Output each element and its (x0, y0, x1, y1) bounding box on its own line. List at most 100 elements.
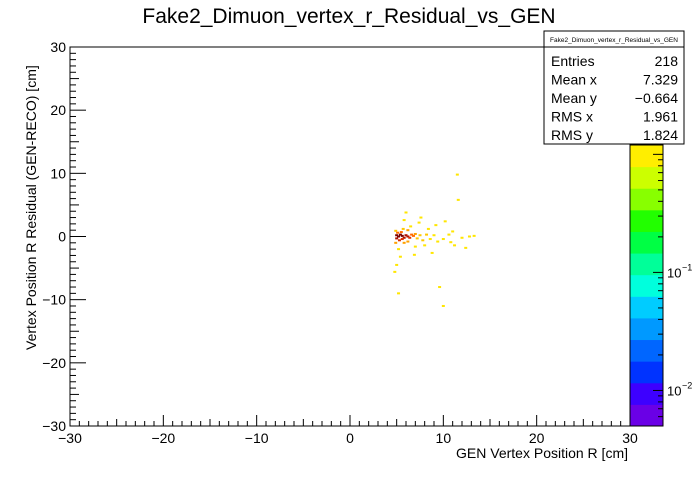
heatmap-cell (443, 220, 447, 223)
heatmap-cell (423, 244, 427, 247)
heatmap-cell (419, 216, 423, 219)
y-tick-label: 20 (50, 102, 66, 118)
colorbar-segment (630, 145, 663, 168)
y-tick-label: −10 (42, 292, 66, 308)
heatmap-cell (441, 238, 445, 241)
heatmap-cell (394, 241, 398, 244)
heatmap-cell (393, 270, 397, 273)
colorbar-segment (630, 209, 663, 232)
stats-label: RMS x (551, 109, 593, 125)
heatmap-cell (455, 173, 459, 176)
stats-box-title: Fake2_Dimuon_vertex_r_Residual_vs_GEN (550, 37, 678, 44)
x-tick-label: 10 (436, 430, 452, 446)
heatmap-cell (456, 198, 460, 201)
y-tick-label: 30 (50, 39, 66, 55)
heatmap-cell (406, 229, 410, 232)
heatmap-cell (398, 233, 402, 236)
heatmap-cell (453, 244, 457, 247)
heatmap-cell (408, 236, 412, 239)
heatmap-cell (417, 221, 421, 224)
colorbar-segment (630, 339, 663, 362)
heatmap-cell (400, 234, 404, 237)
heatmap-cells (393, 173, 476, 307)
heatmap-cell (395, 234, 399, 237)
stats-value: 218 (655, 53, 679, 69)
colorbar-segment (630, 188, 663, 211)
heatmap-cell (402, 236, 406, 239)
colorbar-frame (629, 144, 664, 427)
heatmap-cell (447, 233, 451, 236)
colorbar-segment (630, 404, 663, 427)
colorbar-segment (630, 253, 663, 276)
heatmap-cell (396, 231, 400, 234)
colorbar-segment (630, 296, 663, 319)
heatmap-cell (449, 241, 453, 244)
stats-label: Mean x (551, 72, 597, 88)
heatmap-cell (460, 236, 464, 239)
heatmap-cell (395, 237, 399, 240)
stats-box: Fake2_Dimuon_vertex_r_Residual_vs_GEN En… (543, 30, 685, 145)
y-tick-label: 10 (50, 165, 66, 181)
heatmap-cell (451, 230, 455, 233)
heatmap-cell (406, 240, 410, 243)
heatmap-cell (395, 263, 399, 266)
heatmap-cell (428, 238, 432, 241)
y-tick-label: −20 (42, 355, 66, 371)
stats-value: 1.824 (643, 127, 678, 143)
heatmap-cell (441, 304, 445, 307)
heatmap-cell (402, 219, 406, 222)
colorbar-segment (630, 317, 663, 341)
colorbar-tick-label: 10 (667, 383, 681, 398)
heatmap-cell (394, 229, 398, 232)
x-axis-label: GEN Vertex Position R [cm] (456, 445, 628, 461)
heatmap-cell (404, 211, 408, 214)
heatmap-cell (411, 234, 415, 237)
colorbar-tick-exponent: −1 (682, 262, 692, 272)
x-tick-label: −10 (245, 430, 269, 446)
heatmap-cell (412, 253, 416, 256)
stats-label: RMS y (551, 127, 593, 143)
stats-value: 1.961 (643, 109, 678, 125)
y-tick-label: 0 (58, 229, 66, 245)
heatmap-cell (432, 234, 436, 237)
colorbar-segment (630, 166, 663, 189)
heatmap-cell (397, 239, 401, 242)
heatmap-cell (413, 245, 417, 248)
heatmap-cell (472, 234, 476, 237)
heatmap-cell (400, 238, 404, 241)
colorbar-segment (630, 231, 663, 254)
x-tick-label: 0 (346, 430, 354, 446)
chart-title: Fake2_Dimuon_vertex_r_Residual_vs_GEN (142, 5, 555, 28)
heatmap-cell (402, 241, 406, 244)
x-tick-label: −20 (151, 430, 175, 446)
heatmap-cell (397, 292, 401, 295)
stats-box-frame (543, 30, 685, 145)
y-axis-label: Vertex Position R Residual (GEN-RECO) [c… (23, 65, 39, 350)
stats-value: 7.329 (643, 72, 678, 88)
colorbar-tick-label: 10 (667, 265, 681, 280)
y-tick-label: −30 (42, 418, 66, 434)
heatmap-cell (430, 251, 434, 254)
colorbar-segment (630, 382, 663, 405)
color-scale-bar: 10−110−2 (629, 144, 692, 427)
y-axis: −30 −20 −10 0 10 20 30 (42, 39, 86, 434)
heatmap-cell (426, 227, 430, 230)
heatmap-cell (399, 231, 403, 234)
heatmap-cell (434, 224, 438, 227)
x-tick-label: −30 (58, 430, 82, 446)
x-axis: −30 −20 −10 0 10 20 30 (58, 415, 638, 446)
heatmap-cell (438, 286, 442, 289)
heatmap-cell (397, 248, 401, 251)
heatmap-cell (406, 235, 410, 238)
heatmap-cell (401, 227, 405, 230)
stats-label: Entries (551, 53, 595, 69)
heatmap-cell (404, 234, 408, 237)
heatmap-cell (425, 233, 429, 236)
heatmap-cell (421, 239, 425, 242)
heatmap-cell (436, 240, 440, 243)
heatmap-cell (467, 235, 471, 238)
heatmap-cell (398, 255, 402, 258)
x-tick-label: 20 (529, 430, 545, 446)
